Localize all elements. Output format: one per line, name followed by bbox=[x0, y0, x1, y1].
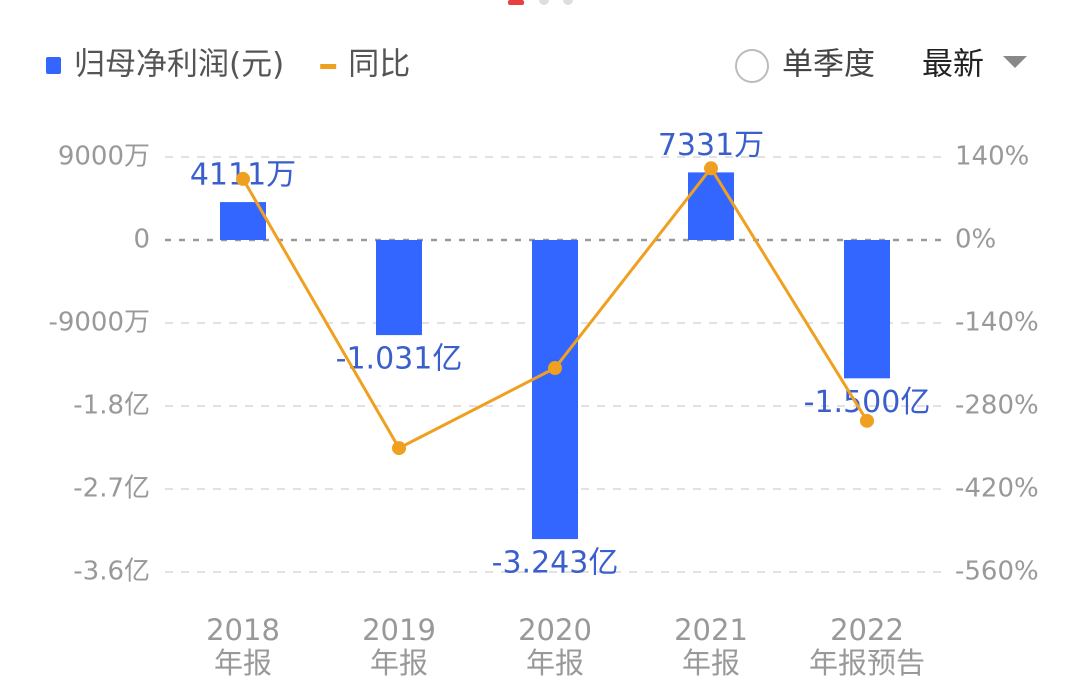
x-tick-label: 2022 bbox=[830, 613, 904, 647]
x-tick-label: 年报 bbox=[370, 646, 428, 680]
y-tick-label: 9000万 bbox=[58, 142, 150, 172]
legend-swatch bbox=[46, 57, 61, 74]
y-tick-label: -9000万 bbox=[48, 308, 150, 338]
legend-label[interactable]: 同比 bbox=[348, 47, 410, 83]
line-point bbox=[236, 171, 250, 186]
page-indicator bbox=[539, 0, 549, 5]
y-tick-label: 0 bbox=[133, 225, 150, 255]
bar bbox=[220, 202, 266, 240]
x-tick-label: 年报 bbox=[682, 646, 740, 680]
data-label: -3.243亿 bbox=[492, 546, 619, 581]
bar bbox=[376, 240, 422, 336]
x-tick-label: 年报 bbox=[526, 646, 584, 680]
y2-tick-label: -420% bbox=[955, 474, 1039, 504]
dropdown-arrow[interactable] bbox=[1003, 56, 1027, 68]
x-tick-label: 年报预告 bbox=[809, 646, 925, 680]
x-tick-label: 2020 bbox=[518, 613, 592, 647]
y-tick-label: -1.8亿 bbox=[73, 391, 150, 421]
y-tick-label: -3.6亿 bbox=[73, 557, 150, 587]
line-point bbox=[548, 361, 562, 376]
line-point bbox=[392, 441, 406, 456]
page-indicator bbox=[508, 0, 524, 5]
data-label: -1.031亿 bbox=[336, 342, 463, 377]
bar bbox=[844, 240, 890, 379]
bar bbox=[532, 240, 578, 540]
bar bbox=[688, 172, 734, 240]
x-tick-label: 2021 bbox=[674, 613, 748, 647]
single-quarter[interactable]: 单季度 bbox=[782, 47, 875, 83]
legend-label[interactable]: 归母净利润(元) bbox=[74, 47, 284, 83]
legend-swatch bbox=[320, 64, 337, 69]
x-tick-label: 年报 bbox=[214, 646, 272, 680]
line-point bbox=[860, 413, 874, 428]
y2-tick-label: -280% bbox=[955, 391, 1039, 421]
y2-tick-label: 0% bbox=[955, 225, 996, 255]
y2-tick-label: -560% bbox=[955, 557, 1039, 587]
period-select[interactable]: 最新 bbox=[922, 47, 984, 83]
radio[interactable] bbox=[735, 49, 769, 83]
data-label: 7331万 bbox=[658, 128, 764, 163]
line-point bbox=[704, 161, 718, 176]
y2-tick-label: 140% bbox=[955, 142, 1029, 172]
y-tick-label: -2.7亿 bbox=[73, 474, 150, 504]
x-tick-label: 2018 bbox=[206, 613, 280, 647]
y2-tick-label: -140% bbox=[955, 308, 1039, 338]
page-indicator bbox=[563, 0, 573, 5]
x-tick-label: 2019 bbox=[362, 613, 436, 647]
